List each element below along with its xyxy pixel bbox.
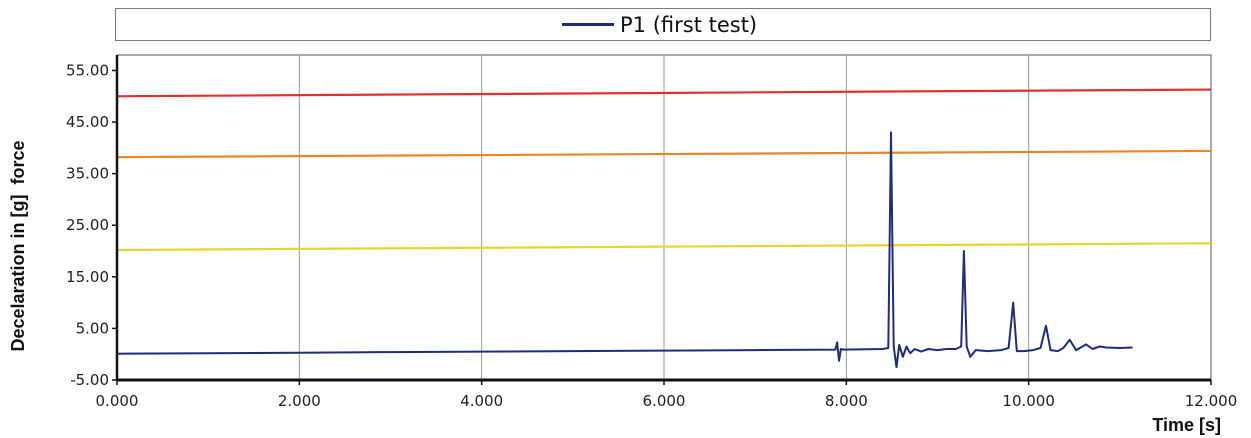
legend-entry: P1 (first test) <box>562 11 757 38</box>
x-axis-title: Time [s] <box>1152 415 1221 435</box>
legend-line-swatch <box>562 23 614 26</box>
y-axis-title: Decelaration in [g] force <box>8 140 28 351</box>
y-tick-label: 25.00 <box>66 216 109 234</box>
series-line <box>116 131 1133 369</box>
reference-line <box>116 242 1212 252</box>
x-tick-label: 12.000 <box>1185 392 1238 410</box>
y-tick-label: 35.00 <box>66 165 109 183</box>
y-tick-label: 45.00 <box>66 113 109 131</box>
legend-label: P1 (first test) <box>620 12 758 37</box>
x-tick-label: 2.000 <box>278 392 321 410</box>
x-tick-label: 6.000 <box>643 392 686 410</box>
y-tick-label: 15.00 <box>66 268 109 286</box>
y-tick-label: -5.00 <box>70 371 109 389</box>
reference-line <box>116 149 1212 159</box>
legend-box: P1 (first test) <box>115 8 1211 41</box>
x-tick-label: 10.000 <box>1002 392 1055 410</box>
reference-line <box>116 88 1212 98</box>
x-tick-label: 8.000 <box>825 392 868 410</box>
y-tick-label: 5.00 <box>76 319 109 337</box>
x-tick-label: 4.000 <box>460 392 503 410</box>
y-tick-label: 55.00 <box>66 61 109 79</box>
x-tick-label: 0.000 <box>96 392 139 410</box>
